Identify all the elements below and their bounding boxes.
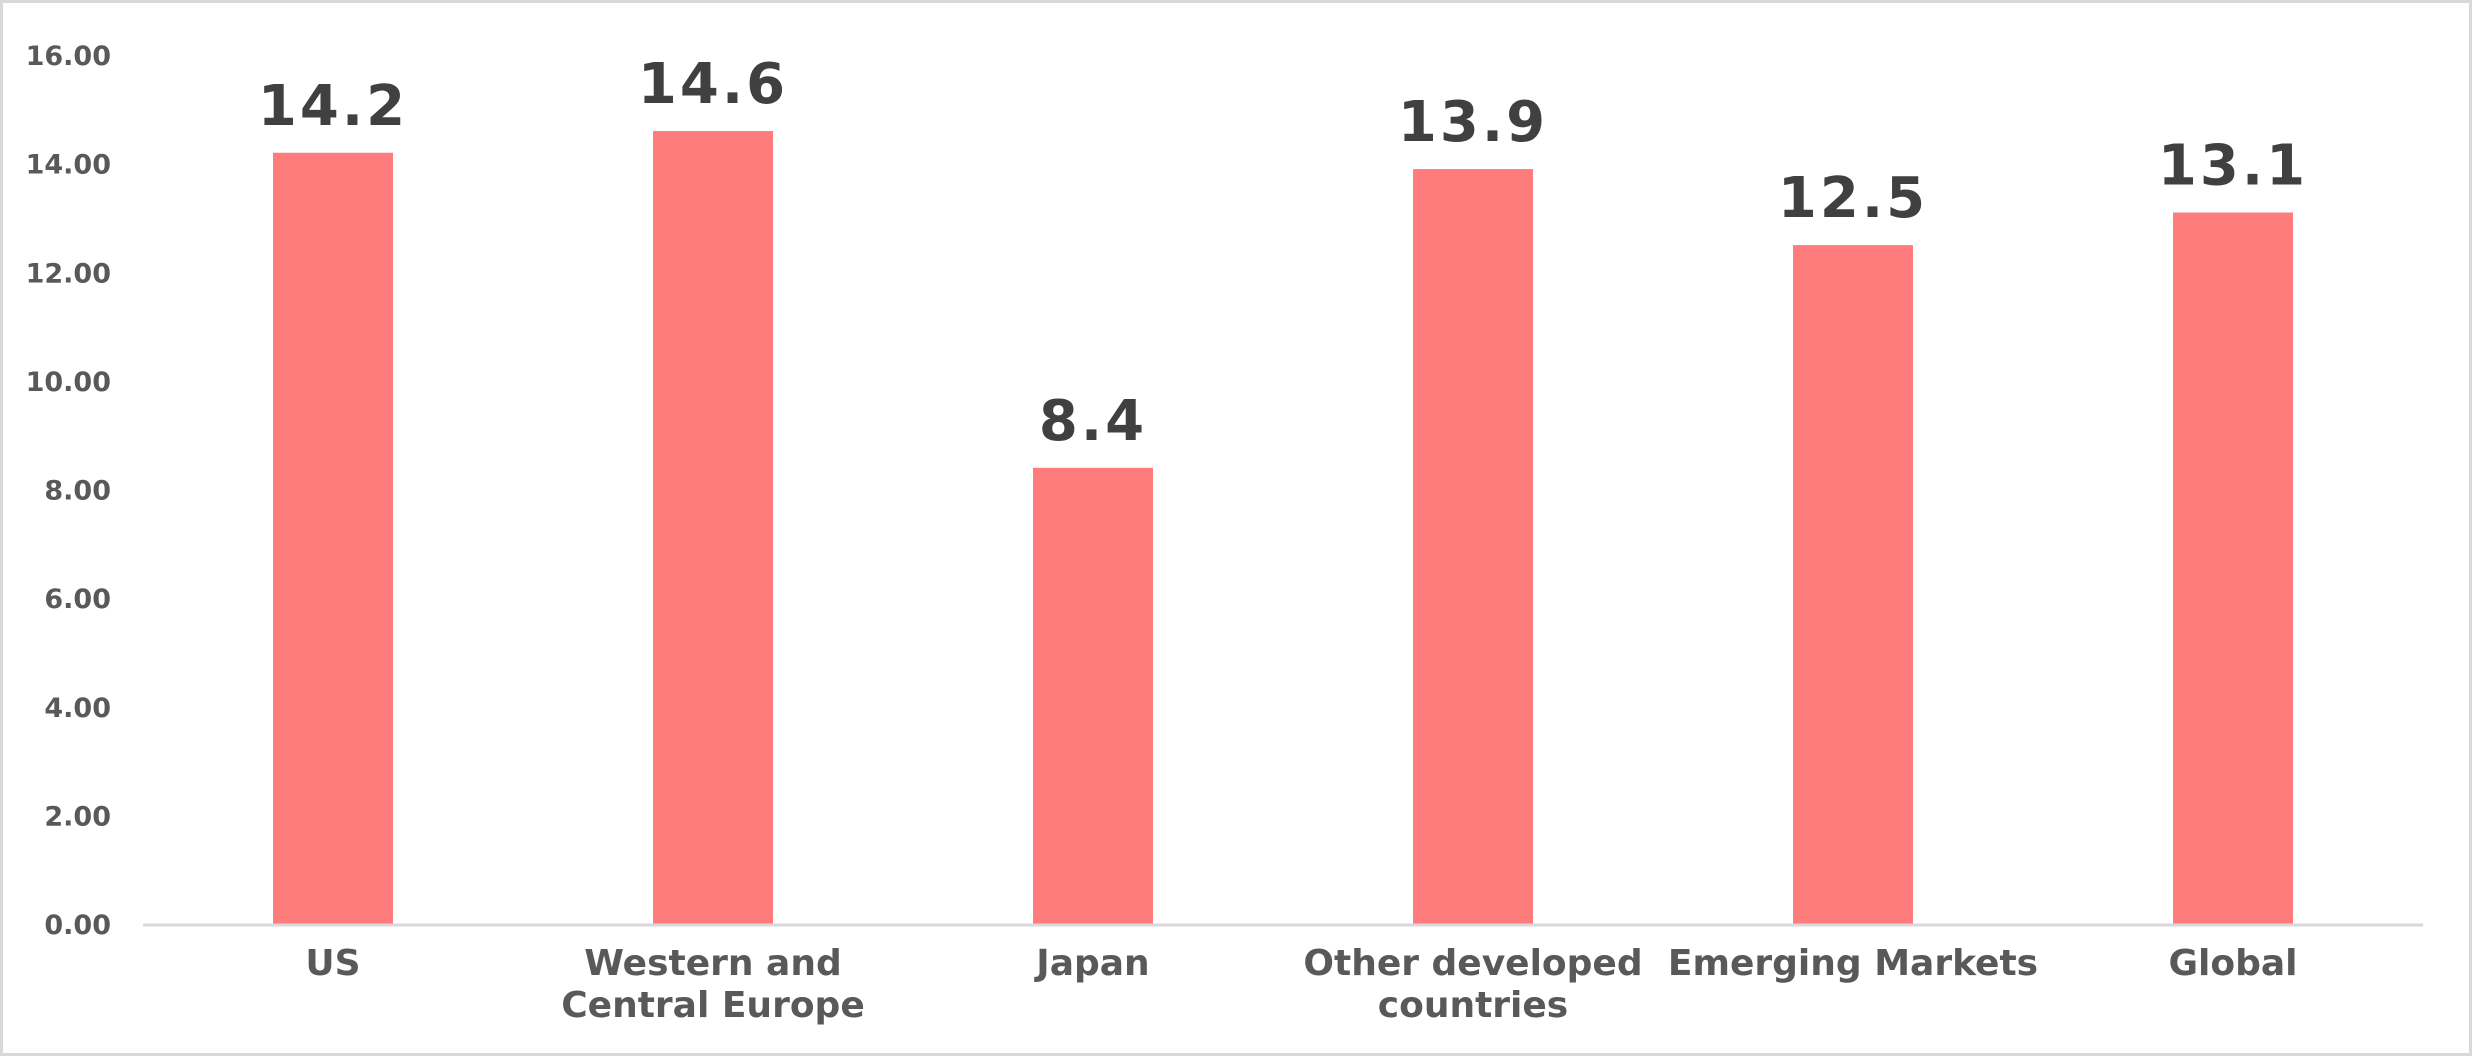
y-tick-label: 2.00 (44, 801, 111, 832)
bar-series (273, 131, 2293, 925)
x-category-label: Western and Central Europe (561, 943, 865, 1026)
x-category-label: Global (2168, 943, 2297, 984)
bar (1033, 467, 1153, 924)
x-category-label: Emerging Markets (1668, 943, 2038, 984)
y-tick-label: 10.00 (26, 367, 111, 398)
bar (2173, 212, 2293, 925)
x-category-label: Japan (1033, 943, 1149, 984)
y-tick-label: 14.00 (26, 150, 111, 181)
bar-value-label: 13.9 (1398, 90, 1548, 155)
x-category-label: Other developed countries (1303, 943, 1642, 1026)
bar-value-label: 13.1 (2158, 134, 2308, 199)
y-tick-label: 16.00 (26, 41, 111, 72)
y-tick-label: 8.00 (44, 476, 111, 507)
bar-chart: 0.00 2.00 4.00 6.00 8.00 10.00 12.00 14.00 16.00… (26, 41, 2423, 1026)
bar (653, 131, 773, 925)
x-category-label: US (305, 943, 360, 984)
bar-value-label: 12.5 (1778, 166, 1928, 231)
bar (1413, 169, 1533, 924)
y-tick-label: 0.00 (44, 910, 111, 941)
x-axis: US Western and Central Europe Japan Other de… (305, 943, 2297, 1026)
data-labels: 14.2 14.6 8.4 13.9 12.5 13.1 (258, 52, 2308, 454)
y-tick-label: 6.00 (44, 584, 111, 615)
bar-value-label: 14.6 (638, 52, 788, 117)
bar-value-label: 8.4 (1039, 389, 1147, 454)
bar-value-label: 14.2 (258, 74, 408, 139)
bar (1793, 245, 1913, 924)
bar (273, 152, 393, 924)
y-axis: 0.00 2.00 4.00 6.00 8.00 10.00 12.00 14.00 16.00 (26, 41, 111, 941)
y-tick-label: 4.00 (44, 693, 111, 724)
y-tick-label: 12.00 (26, 258, 111, 289)
